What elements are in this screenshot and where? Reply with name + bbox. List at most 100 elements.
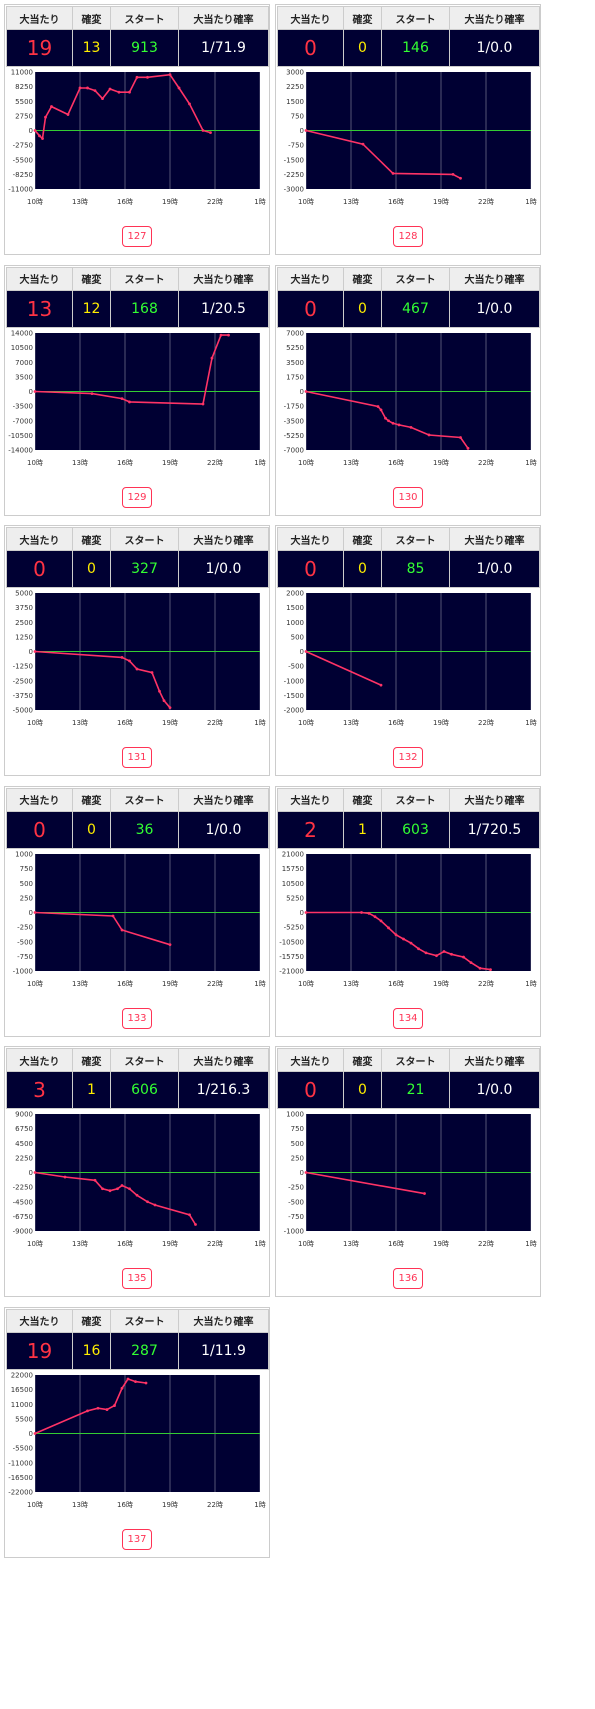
x-tick-label: 13時 [343, 719, 359, 727]
y-tick-label: -3500 [284, 417, 304, 425]
series-line [34, 911, 171, 945]
machine-number-button[interactable]: 131 [122, 747, 152, 768]
y-tick-label: -2500 [13, 677, 33, 685]
y-tick-label: -2000 [284, 707, 304, 715]
machine-number-button[interactable]: 127 [122, 226, 152, 247]
probability-value: 1/216.3 [178, 1071, 269, 1109]
data-point [304, 129, 308, 132]
hits-value: 19 [6, 29, 73, 67]
hits-header: 大当たり [277, 266, 344, 291]
stats-table: 大当たり 確変 スタート 大当たり確率 19 13 913 1/71.9 [6, 6, 269, 67]
machine-card: 大当たり 確変 スタート 大当たり確率 2 1 603 1/720.5 10時 13時 16時 19時… [275, 785, 541, 1037]
data-point [188, 102, 191, 106]
machine-number-button[interactable]: 135 [122, 1268, 152, 1289]
slump-chart: 10時 13時 16時 19時 22時 1時 14000 10500 7000 3500 0 -350… [8, 330, 266, 467]
start-value: 287 [110, 1331, 179, 1370]
data-point [450, 952, 453, 956]
data-point [134, 1379, 137, 1383]
y-tick-label: 6750 [15, 1125, 33, 1133]
start-value: 21 [381, 1071, 450, 1109]
start-value: 603 [381, 810, 450, 849]
x-tick-label: 22時 [207, 1240, 223, 1248]
data-point [101, 1187, 104, 1191]
x-tick-label: 16時 [117, 980, 133, 988]
y-tick-label: 3000 [286, 69, 304, 77]
probability-value: 1/71.9 [178, 29, 269, 67]
hits-header: 大当たり [277, 6, 344, 30]
data-point [63, 1175, 67, 1179]
hits-value: 0 [277, 289, 344, 328]
data-point [469, 960, 473, 964]
kakuhen-header: 確変 [343, 266, 382, 291]
hits-header: 大当たり [6, 787, 73, 812]
data-point [33, 650, 37, 653]
x-tick-label: 16時 [388, 719, 404, 727]
data-point [135, 1193, 139, 1197]
kakuhen-header: 確変 [72, 527, 111, 551]
hits-value: 2 [277, 810, 344, 849]
machine-number-button[interactable]: 128 [393, 226, 423, 247]
data-point [146, 75, 149, 79]
data-point [168, 706, 172, 710]
machine-number-button[interactable]: 133 [122, 1007, 152, 1029]
data-point [201, 129, 205, 132]
data-point [117, 90, 121, 94]
y-tick-label: -4500 [13, 1198, 33, 1206]
y-tick-label: 500 [291, 633, 304, 641]
y-tick-label: 3500 [15, 373, 33, 381]
machine-number-button[interactable]: 132 [393, 747, 423, 768]
data-point [33, 910, 37, 914]
x-tick-label: 22時 [207, 1501, 223, 1509]
series-line [305, 1171, 425, 1195]
y-tick-label: 3750 [15, 604, 33, 612]
y-tick-label: 21000 [282, 851, 304, 859]
machine-number-button[interactable]: 136 [393, 1268, 423, 1289]
y-tick-label: -9000 [13, 1228, 33, 1236]
y-tick-label: -750 [17, 952, 33, 960]
data-point [409, 425, 413, 429]
y-tick-label: 750 [291, 1125, 304, 1133]
kakuhen-header: 確変 [72, 266, 111, 291]
machine-number-button[interactable]: 130 [393, 486, 423, 508]
data-point [86, 86, 89, 90]
kakuhen-header: 確変 [343, 527, 382, 551]
y-tick-label: 0 [29, 127, 33, 135]
y-tick-label: 1500 [286, 98, 304, 106]
y-tick-label: 750 [291, 112, 304, 120]
y-tick-label: -10500 [8, 431, 33, 439]
y-tick-label: -7000 [284, 446, 304, 454]
stats-table: 大当たり 確変 スタート 大当たり確率 19 16 287 1/11.9 [6, 1308, 269, 1370]
y-tick-label: 11000 [11, 1400, 33, 1408]
data-point [108, 87, 112, 91]
data-point [128, 1187, 131, 1191]
data-point [391, 172, 395, 175]
y-tick-label: 7000 [286, 330, 304, 338]
y-tick-label: -8250 [13, 171, 33, 179]
data-point [424, 950, 428, 954]
x-tick-label: 1時 [525, 1240, 536, 1248]
data-point [409, 941, 413, 945]
machine-number-button[interactable]: 134 [393, 1007, 423, 1029]
kakuhen-value: 12 [72, 289, 111, 328]
y-tick-label: -3750 [13, 692, 33, 700]
data-point [113, 1403, 116, 1407]
slump-chart: 10時 13時 16時 19時 22時 1時 22000 16500 11000 5500 0 -55… [8, 1372, 266, 1509]
y-tick-label: 11000 [11, 69, 33, 77]
data-point [128, 659, 131, 663]
x-tick-label: 1時 [254, 1501, 265, 1509]
y-tick-label: 500 [291, 1140, 304, 1148]
x-tick-label: 1時 [525, 980, 536, 988]
machine-number-button[interactable]: 129 [122, 486, 152, 508]
machine-card: 大当たり 確変 スタート 大当たり確率 3 1 606 1/216.3 10時 13時 16時 19時… [4, 1046, 270, 1297]
data-point [93, 1178, 97, 1182]
x-tick-label: 10時 [298, 1240, 314, 1248]
data-point [44, 115, 47, 119]
start-header: スタート [381, 266, 450, 291]
hits-value: 0 [277, 550, 344, 588]
machine-number-button[interactable]: 137 [122, 1528, 152, 1550]
y-tick-label: 14000 [11, 330, 33, 338]
start-header: スタート [110, 1308, 179, 1333]
data-point [33, 389, 37, 393]
start-value: 146 [381, 29, 450, 67]
y-tick-label: 500 [20, 879, 33, 887]
